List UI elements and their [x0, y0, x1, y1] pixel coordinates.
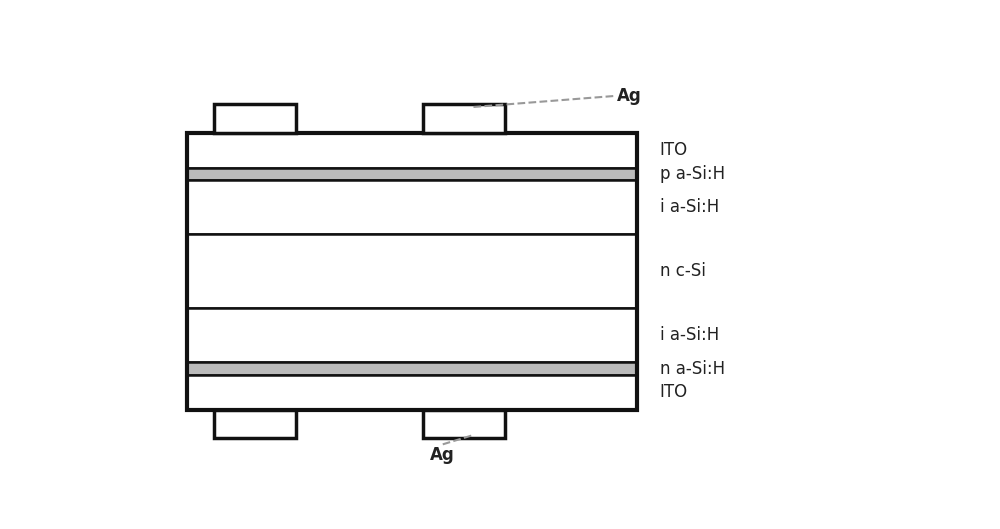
Text: n a-Si:H: n a-Si:H [660, 360, 725, 378]
Bar [187, 234, 637, 308]
Bar [187, 308, 637, 362]
Text: i a-Si:H: i a-Si:H [660, 326, 719, 344]
Text: Ag: Ag [430, 445, 455, 463]
Bar [187, 133, 637, 168]
Text: p a-Si:H: p a-Si:H [660, 165, 725, 183]
Bar [187, 180, 637, 234]
Text: n c-Si: n c-Si [660, 262, 706, 280]
Text: ITO: ITO [660, 383, 688, 401]
Bar [423, 104, 505, 133]
Bar [187, 133, 637, 410]
Text: i a-Si:H: i a-Si:H [660, 198, 719, 216]
Bar [187, 375, 637, 409]
Bar [214, 104, 296, 133]
Bar [423, 410, 505, 438]
Text: ITO: ITO [660, 141, 688, 159]
Text: Ag: Ag [617, 87, 642, 105]
Bar [214, 410, 296, 438]
Bar [187, 168, 637, 180]
Bar [187, 362, 637, 375]
